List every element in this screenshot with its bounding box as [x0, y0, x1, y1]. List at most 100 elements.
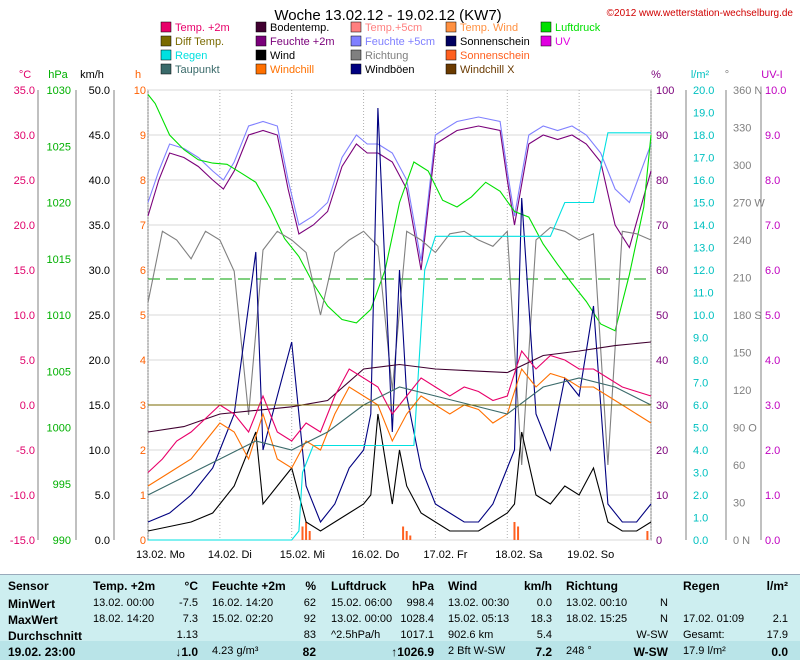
tick-label-humidity_pct: 30: [656, 400, 668, 412]
tick-label-pressure_hpa: 990: [53, 535, 71, 547]
tick-label-sun_h: 6: [140, 265, 146, 277]
tick-label-rain_lm2: 20.0: [693, 85, 714, 97]
tick-label-sun_h: 9: [140, 130, 146, 142]
tick-label-uv: 3.0: [765, 400, 780, 412]
tick-label-temp_c: 15.0: [14, 265, 35, 277]
tick-label-uv: 5.0: [765, 310, 780, 322]
row-label: MinWert: [8, 597, 56, 611]
cell-temp-value: 7.3: [182, 613, 198, 625]
cell-press-value: 998.4: [406, 597, 434, 609]
x-tick-label: 15.02. Mi: [280, 549, 325, 561]
tick-label-wind_kmh: 5.0: [95, 490, 110, 502]
tick-label-rain_lm2: 8.0: [693, 355, 708, 367]
copyright-link[interactable]: ©2012 www.wetterstation-wechselburg.de: [607, 8, 794, 19]
tick-label-temp_c: 25.0: [14, 175, 35, 187]
tick-label-pressure_hpa: 995: [53, 479, 71, 491]
row-label: Durchschnitt: [8, 629, 83, 643]
header-rain: Regen: [683, 579, 720, 593]
tick-label-wind_kmh: 25.0: [89, 310, 110, 322]
legend-label: UV: [555, 36, 571, 48]
cell-press-time: 15.02. 06:00: [331, 597, 393, 609]
legend-swatch: [445, 21, 457, 33]
legend-label: Feuchte +2m: [270, 36, 335, 48]
cell-rain-value: 0.0: [771, 645, 788, 659]
tick-label-sun_h: 8: [140, 175, 146, 187]
sunshine-bar: [308, 531, 311, 540]
tick-label-rain_lm2: 17.0: [693, 153, 714, 165]
legend-swatch: [255, 63, 267, 75]
tick-label-pressure_hpa: 1000: [47, 423, 71, 435]
sunshine-bar: [646, 531, 649, 540]
tick-label-direction_deg: 330: [733, 123, 751, 135]
tick-label-rain_lm2: 0.0: [693, 535, 708, 547]
x-tick-label: 18.02. Sa: [495, 549, 543, 561]
sunshine-bar: [513, 522, 516, 540]
tick-label-rain_lm2: 3.0: [693, 468, 708, 480]
legend-label: Diff Temp.: [175, 36, 224, 48]
cell-rain-value: 2.1: [772, 613, 788, 625]
tick-label-temp_c: 30.0: [14, 130, 35, 142]
legend-label: Regen: [175, 50, 207, 62]
tick-label-rain_lm2: 13.0: [693, 243, 714, 255]
header-wind: Wind: [448, 579, 478, 593]
header-temp-unit: °C: [184, 579, 198, 593]
legend: Temp. +2m Diff Temp. Regen Taupunkt Bodentem…: [160, 21, 601, 76]
legend-swatch: [350, 63, 362, 75]
cell-dir-value: N: [660, 597, 668, 609]
axes: 35.030.025.020.015.010.05.00.0-5.0-10.0-…: [10, 69, 787, 561]
tick-label-temp_c: 0.0: [20, 400, 35, 412]
sunshine-bar: [409, 535, 412, 540]
sunshine-bar: [405, 531, 408, 540]
legend-label: Bodentemp.: [270, 22, 329, 34]
legend-label: Luftdruck: [555, 22, 601, 34]
header-sensor: Sensor: [8, 579, 49, 593]
sunshine-bar: [301, 526, 304, 540]
tick-label-pressure_hpa: 1010: [47, 310, 71, 322]
tick-label-rain_lm2: 15.0: [693, 198, 714, 210]
cell-wind-value: 0.0: [536, 597, 552, 609]
tick-label-temp_c: 5.0: [20, 355, 35, 367]
header-pressure: Luftdruck: [331, 579, 387, 593]
cell-press-time: ^2.5hPa/h: [331, 629, 381, 641]
series-richtung: [147, 226, 652, 466]
weather-chart: 35.030.025.020.015.010.05.00.0-5.0-10.0-…: [10, 7, 794, 561]
tick-label-rain_lm2: 1.0: [693, 513, 708, 525]
tick-label-wind_kmh: 45.0: [89, 130, 110, 142]
cell-hum-time: 15.02. 02:20: [212, 613, 274, 625]
tick-label-rain_lm2: 5.0: [693, 423, 708, 435]
cell-dir-value: W-SW: [633, 645, 668, 659]
legend-swatch: [540, 21, 552, 33]
tick-label-wind_kmh: 30.0: [89, 265, 110, 277]
tick-label-uv: 0.0: [765, 535, 780, 547]
cell-wind-time: 13.02. 00:30: [448, 597, 510, 609]
legend-label: Richtung: [365, 50, 408, 62]
header-pressure-unit: hPa: [411, 579, 434, 593]
series-windb-en: [147, 107, 652, 524]
tick-label-rain_lm2: 9.0: [693, 333, 708, 345]
legend-label: Windchill: [270, 64, 314, 76]
tick-label-direction_deg: 30: [733, 498, 745, 510]
axis-unit-wind_kmh: km/h: [80, 69, 104, 81]
series-taupunkt: [147, 377, 652, 496]
tick-label-pressure_hpa: 1015: [47, 254, 71, 266]
tick-label-sun_h: 4: [140, 355, 146, 367]
series-windchill: [147, 367, 652, 487]
tick-label-sun_h: 0: [140, 535, 146, 547]
tick-label-temp_c: 35.0: [14, 85, 35, 97]
series-lines: [147, 94, 652, 541]
series-feuchte-2m: [147, 125, 652, 271]
legend-swatch: [160, 63, 172, 75]
statistics-table: Sensor Temp. +2m °C Feuchte +2m% Luftdruck hP…: [0, 574, 800, 660]
legend-swatch: [540, 35, 552, 47]
tick-label-rain_lm2: 2.0: [693, 490, 708, 502]
legend-label: Sonnenschein: [460, 50, 530, 62]
legend-label: Wind: [270, 50, 295, 62]
series-feuchte-5cm: [147, 116, 652, 262]
cell-temp-value: -7.5: [179, 597, 198, 609]
row-label: MaxWert: [8, 613, 58, 627]
legend-swatch: [350, 49, 362, 61]
tick-label-uv: 2.0: [765, 445, 780, 457]
tick-label-rain_lm2: 12.0: [693, 265, 714, 277]
day-lines: [147, 90, 652, 540]
cell-wind-time: 902.6 km: [448, 629, 494, 641]
